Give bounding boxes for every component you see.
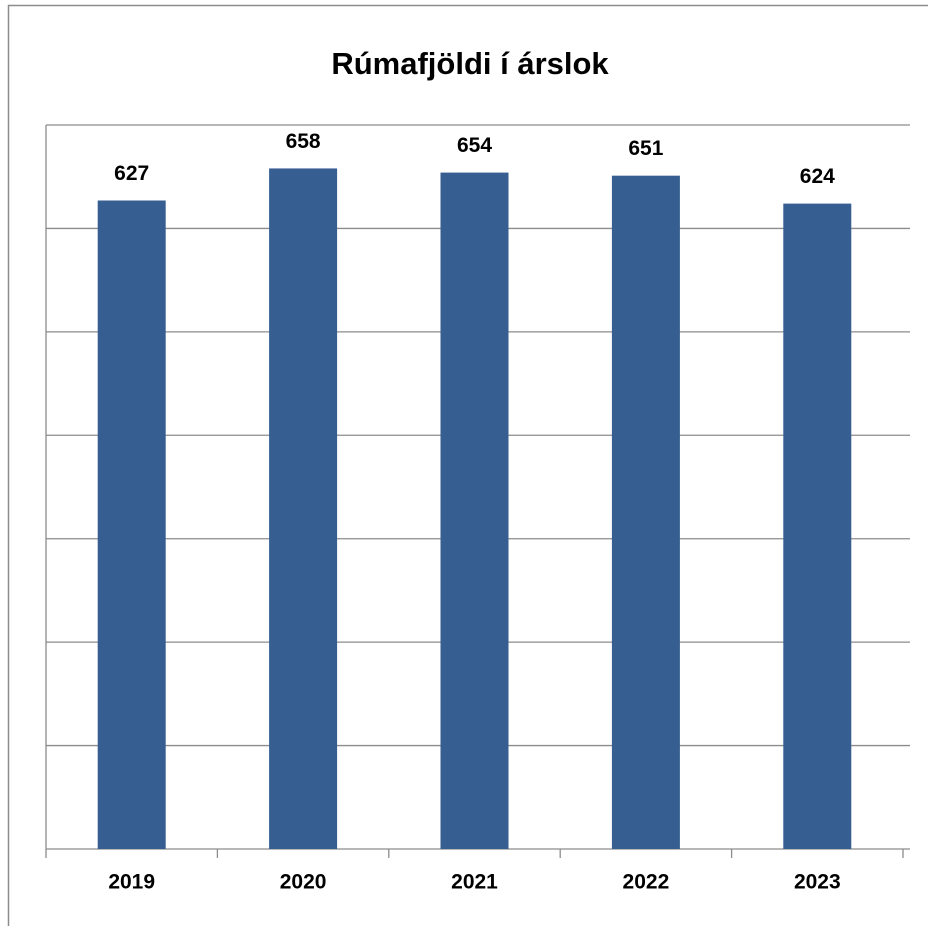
x-tick-label: 2021 <box>451 871 498 894</box>
data-label: 651 <box>628 137 663 160</box>
bar <box>611 175 680 849</box>
data-label: 627 <box>114 162 149 185</box>
chart-title: Rúmafjöldi í árslok <box>331 46 609 81</box>
bar <box>97 200 166 849</box>
x-tick-label: 2020 <box>280 871 327 894</box>
x-tick-label: 2019 <box>108 871 155 894</box>
bar <box>440 172 509 849</box>
x-tick-label: 2023 <box>794 871 841 894</box>
data-label: 658 <box>286 130 321 153</box>
bar <box>783 203 852 849</box>
data-label: 654 <box>457 134 492 157</box>
x-tick-label: 2022 <box>623 871 670 894</box>
data-label: 624 <box>800 165 835 188</box>
bar <box>269 168 338 849</box>
